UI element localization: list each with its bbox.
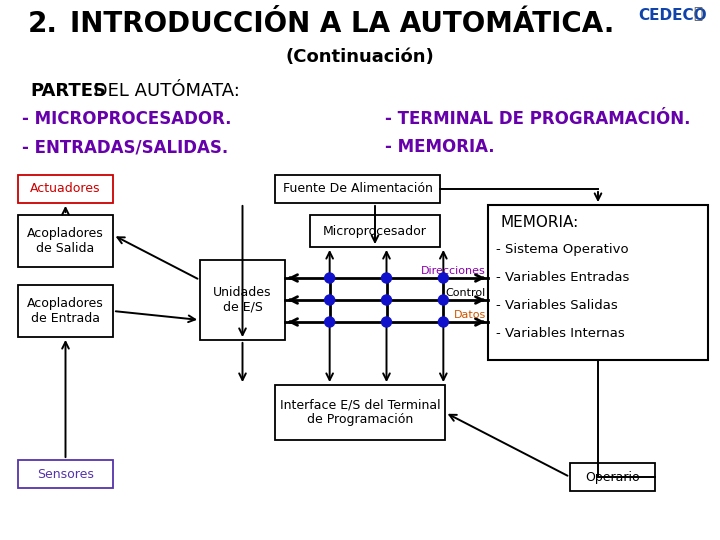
- Bar: [310, 215, 440, 247]
- Text: 🕊: 🕊: [693, 6, 702, 21]
- Text: Actuadores: Actuadores: [30, 183, 101, 195]
- Circle shape: [382, 273, 392, 283]
- Circle shape: [438, 317, 449, 327]
- Circle shape: [325, 295, 335, 305]
- Circle shape: [382, 295, 392, 305]
- Circle shape: [325, 273, 335, 283]
- Text: - Variables Entradas: - Variables Entradas: [496, 271, 629, 284]
- Bar: [18, 460, 113, 488]
- Text: Datos: Datos: [454, 310, 486, 320]
- Bar: [570, 463, 655, 491]
- Text: (Continuación): (Continuación): [286, 48, 434, 66]
- Text: DEL AUTÓMATA:: DEL AUTÓMATA:: [88, 82, 240, 100]
- Text: CEDECO: CEDECO: [638, 8, 706, 23]
- Text: Acopladores
de Salida: Acopladores de Salida: [27, 227, 104, 255]
- Bar: [488, 205, 708, 360]
- Bar: [18, 175, 113, 203]
- Text: Fuente De Alimentación: Fuente De Alimentación: [282, 183, 433, 195]
- Bar: [200, 260, 285, 340]
- Bar: [275, 175, 440, 203]
- Text: Interface E/S del Terminal
de Programación: Interface E/S del Terminal de Programaci…: [279, 399, 441, 427]
- Text: 2.: 2.: [28, 10, 58, 38]
- Text: Microprocesador: Microprocesador: [323, 225, 427, 238]
- Text: Direcciones: Direcciones: [421, 266, 486, 276]
- Circle shape: [438, 273, 449, 283]
- Circle shape: [325, 317, 335, 327]
- Text: Operario: Operario: [585, 470, 640, 483]
- Text: Unidades
de E/S: Unidades de E/S: [213, 286, 271, 314]
- Text: INTRODUCCIÓN A LA AUTOMÁTICA.: INTRODUCCIÓN A LA AUTOMÁTICA.: [70, 10, 614, 38]
- Text: Sensores: Sensores: [37, 468, 94, 481]
- Circle shape: [382, 317, 392, 327]
- Text: - MICROPROCESADOR.: - MICROPROCESADOR.: [22, 110, 232, 128]
- Bar: [18, 215, 113, 267]
- Text: Control: Control: [446, 288, 486, 298]
- Text: Acopladores
de Entrada: Acopladores de Entrada: [27, 297, 104, 325]
- Text: - MEMORIA.: - MEMORIA.: [385, 138, 495, 156]
- Text: MEMORIA:: MEMORIA:: [500, 215, 578, 230]
- Circle shape: [438, 295, 449, 305]
- Text: - ENTRADAS/SALIDAS.: - ENTRADAS/SALIDAS.: [22, 138, 228, 156]
- Text: - Variables Internas: - Variables Internas: [496, 327, 625, 340]
- Bar: [275, 385, 445, 440]
- Text: - Sistema Operativo: - Sistema Operativo: [496, 243, 629, 256]
- Text: - Variables Salidas: - Variables Salidas: [496, 299, 618, 312]
- Text: PARTES: PARTES: [30, 82, 106, 100]
- Bar: [18, 285, 113, 337]
- Text: - TERMINAL DE PROGRAMACIÓN.: - TERMINAL DE PROGRAMACIÓN.: [385, 110, 690, 128]
